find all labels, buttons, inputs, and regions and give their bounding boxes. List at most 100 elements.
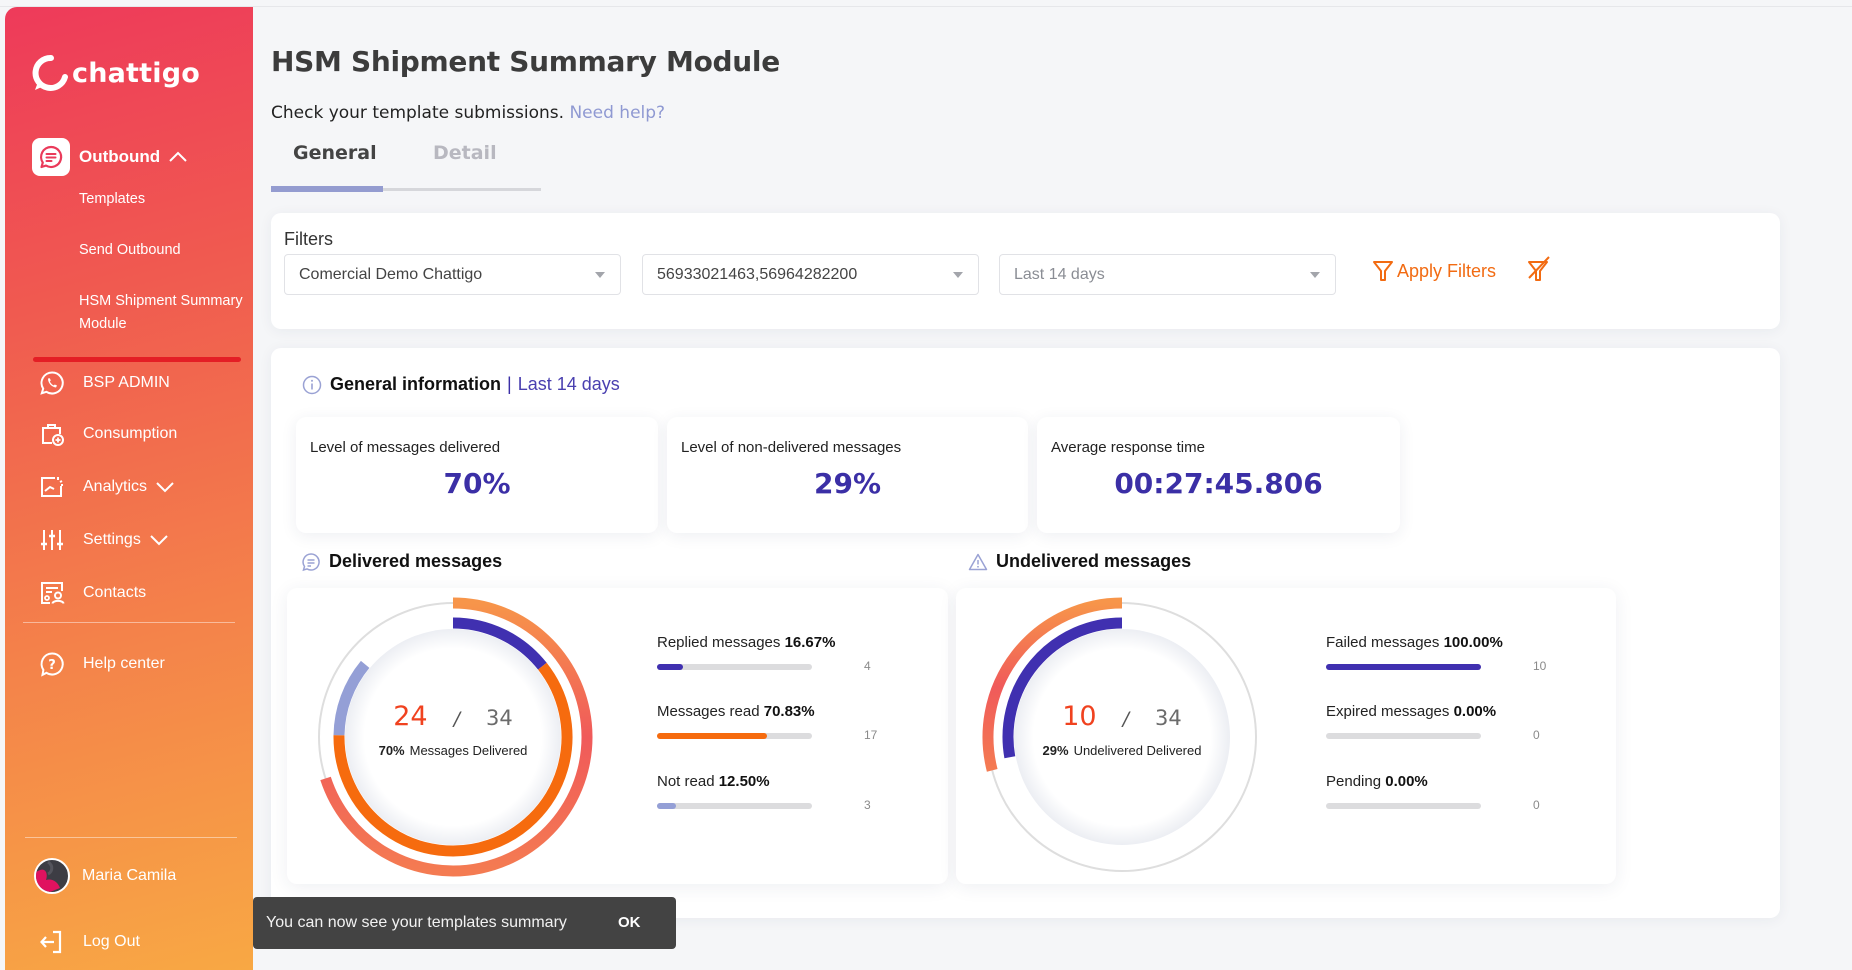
legend-bar-fill bbox=[1326, 664, 1481, 670]
info-icon bbox=[302, 375, 322, 394]
chat-bubble-icon bbox=[302, 552, 320, 571]
snackbar-ok-button[interactable]: OK bbox=[618, 914, 641, 931]
contacts-icon bbox=[38, 579, 66, 607]
legend-bar-track bbox=[1326, 664, 1481, 670]
legend-bar-track bbox=[657, 803, 812, 809]
general-info-card: General information | Last 14 days Level… bbox=[271, 348, 1780, 918]
legend-row: Expired messages 0.00% 0 bbox=[1326, 703, 1586, 763]
donut-inner-disk bbox=[1014, 629, 1230, 845]
top-border bbox=[0, 6, 1852, 7]
active-indicator bbox=[33, 357, 241, 362]
donut-caption-text: Messages Delivered bbox=[409, 743, 528, 758]
sidebar-item-help-center[interactable]: ? Help center bbox=[38, 650, 165, 678]
sidebar-item-analytics[interactable]: Analytics bbox=[38, 473, 174, 501]
legend-name: Messages read bbox=[657, 703, 760, 720]
brand-logo[interactable]: chattigo bbox=[32, 54, 200, 92]
legend-count: 17 bbox=[864, 728, 878, 742]
svg-text:?: ? bbox=[48, 658, 56, 673]
general-info-range: Last 14 days bbox=[517, 374, 620, 394]
logout-button[interactable]: Log Out bbox=[38, 928, 140, 956]
section-title-text: Delivered messages bbox=[329, 551, 503, 571]
whatsapp-icon bbox=[38, 369, 66, 397]
sidebar-subitem-templates[interactable]: Templates bbox=[79, 191, 146, 207]
legend-percent: 0.00% bbox=[1453, 703, 1497, 720]
apply-filters-button[interactable]: Apply Filters bbox=[1372, 259, 1496, 283]
chevron-down-icon bbox=[150, 535, 168, 546]
need-help-link[interactable]: Need help? bbox=[569, 103, 666, 123]
kpi-card-delivered: Level of messages delivered 70% bbox=[296, 417, 658, 533]
briefcase-plus-icon bbox=[38, 420, 66, 448]
legend-row: Replied messages 16.67% 4 bbox=[657, 634, 917, 694]
sidebar-divider bbox=[23, 622, 235, 623]
sidebar-item-bsp-admin[interactable]: BSP ADMIN bbox=[38, 369, 170, 397]
kpi-value: 29% bbox=[813, 467, 882, 500]
account-select[interactable]: Comercial Demo Chattigo bbox=[284, 254, 621, 295]
legend-name: Failed messages bbox=[1326, 634, 1440, 651]
legend-percent: 100.00% bbox=[1443, 634, 1503, 651]
legend-row: Pending 0.00% 0 bbox=[1326, 773, 1586, 833]
donut-count: 24 bbox=[393, 701, 428, 732]
general-info-title: General information bbox=[330, 374, 502, 394]
dropdown-caret-icon bbox=[1310, 272, 1320, 278]
sidebar-divider bbox=[25, 837, 237, 838]
tab-detail[interactable]: Detail bbox=[433, 142, 497, 164]
filter-icon bbox=[1373, 261, 1393, 281]
snackbar-message: You can now see your templates summary bbox=[266, 914, 567, 931]
legend-bar-fill bbox=[657, 733, 767, 739]
phone-numbers-select[interactable]: 56933021463,56964282200 bbox=[642, 254, 979, 295]
legend-count: 3 bbox=[864, 798, 871, 812]
legend-percent: 70.83% bbox=[763, 703, 815, 720]
legend-bar-track bbox=[657, 733, 812, 739]
sidebar-subitem-send-outbound[interactable]: Send Outbound bbox=[79, 242, 181, 258]
sidebar-item-label: Help center bbox=[83, 655, 165, 672]
sidebar-item-label: Consumption bbox=[83, 425, 178, 442]
filters-label: Filters bbox=[284, 229, 333, 249]
donut-segment-replied-messages bbox=[452, 617, 547, 670]
undelivered-chart-card: 10 / 34 29% Undelivered Delivered Failed … bbox=[956, 588, 1616, 884]
avatar bbox=[34, 858, 70, 894]
legend-label: Pending 0.00% bbox=[1326, 773, 1586, 790]
tab-track bbox=[271, 188, 541, 191]
delivered-section-title: Delivered messages bbox=[301, 551, 502, 572]
legend-name: Pending bbox=[1326, 773, 1382, 790]
sidebar-item-settings[interactable]: Settings bbox=[38, 526, 168, 554]
donut-outer-arc bbox=[320, 597, 593, 877]
legend-percent: 12.50% bbox=[718, 773, 770, 790]
chevron-down-icon bbox=[156, 482, 174, 493]
donut-count: 10 bbox=[1062, 701, 1097, 732]
sidebar-item-contacts[interactable]: Contacts bbox=[38, 579, 146, 607]
page-title: HSM Shipment Summary Module bbox=[271, 45, 780, 78]
legend-bar-track bbox=[1326, 803, 1481, 809]
donut-segment-failed-messages bbox=[1002, 617, 1123, 759]
chattigo-logo-icon bbox=[32, 54, 68, 91]
user-profile[interactable]: Maria Camila bbox=[34, 858, 176, 894]
kpi-card-response-time: Average response time 00:27:45.806 bbox=[1037, 417, 1400, 533]
legend-label: Not read 12.50% bbox=[657, 773, 917, 790]
legend-row: Messages read 70.83% 17 bbox=[657, 703, 917, 763]
legend-count: 10 bbox=[1533, 659, 1547, 673]
delivered-donut-chart bbox=[318, 597, 593, 877]
legend-name: Not read bbox=[657, 773, 715, 790]
donut-center: 24 / 34 70% Messages Delivered bbox=[307, 591, 599, 883]
date-range-select[interactable]: Last 14 days bbox=[999, 254, 1336, 295]
sidebar-item-outbound[interactable]: Outbound bbox=[32, 138, 187, 176]
sliders-icon bbox=[38, 526, 66, 554]
logout-icon bbox=[38, 928, 66, 956]
chevron-up-icon bbox=[169, 151, 187, 162]
logout-label: Log Out bbox=[83, 933, 140, 950]
dropdown-caret-icon bbox=[595, 272, 605, 278]
page-subtitle: Check your template submissions. Need he… bbox=[271, 103, 665, 123]
analytics-icon bbox=[38, 473, 66, 501]
legend-label: Messages read 70.83% bbox=[657, 703, 917, 720]
warning-icon bbox=[968, 553, 988, 570]
brand-name: chattigo bbox=[72, 57, 200, 89]
tab-general[interactable]: General bbox=[293, 142, 377, 164]
legend-name: Replied messages bbox=[657, 634, 781, 651]
sidebar-item-consumption[interactable]: Consumption bbox=[38, 420, 177, 448]
filter-off-icon bbox=[1528, 256, 1550, 281]
sidebar-subitem-hsm-summary[interactable]: HSM Shipment Summary Module bbox=[79, 293, 243, 332]
legend-row: Failed messages 100.00% 10 bbox=[1326, 634, 1586, 694]
donut-slash: / bbox=[1122, 708, 1130, 730]
clear-filters-button[interactable] bbox=[1526, 254, 1552, 289]
kpi-card-non-delivered: Level of non-delivered messages 29% bbox=[667, 417, 1028, 533]
